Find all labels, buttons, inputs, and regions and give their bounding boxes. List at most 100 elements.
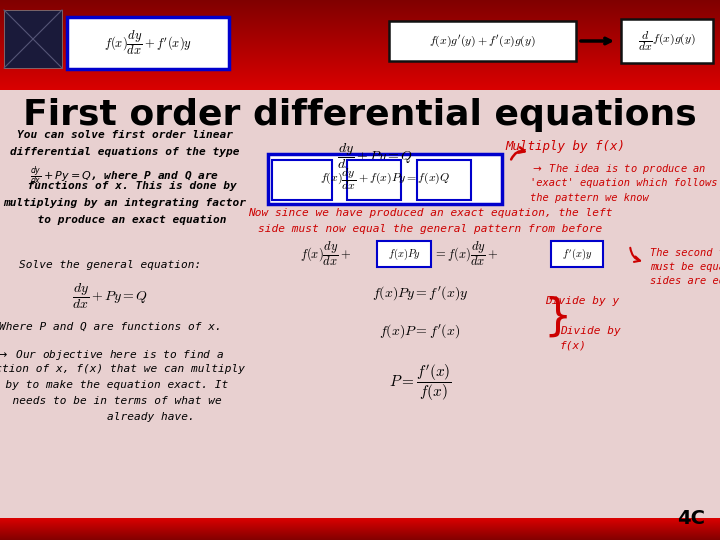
Bar [0,1,720,2]
FancyBboxPatch shape [417,160,471,200]
Bar [0,51,720,52]
Text: Divide by: Divide by [560,326,621,336]
Bar [0,57,720,58]
Bar [0,522,720,523]
Bar [0,39,720,40]
Bar [0,47,720,48]
Bar [0,26,720,27]
Bar [0,42,720,43]
Bar [0,61,720,62]
Bar [0,523,720,524]
Bar [0,63,720,64]
Bar [0,15,720,16]
Bar [0,7,720,8]
Bar [0,6,720,7]
Bar [0,3,720,4]
FancyBboxPatch shape [389,21,576,61]
Bar [0,75,720,76]
Bar [0,45,720,46]
Bar [0,33,720,34]
Bar [0,10,720,11]
Bar [0,82,720,83]
Bar [0,84,720,85]
Text: First order differential equations: First order differential equations [23,98,697,132]
Bar [0,18,720,19]
Text: 'exact' equation which follows: 'exact' equation which follows [530,178,718,188]
Text: the pattern we know: the pattern we know [530,193,649,203]
Text: 4C: 4C [677,509,705,528]
Bar [0,43,720,44]
Bar [0,21,720,22]
Text: functions of x. This is done by: functions of x. This is done by [14,181,236,191]
Text: }: } [543,295,572,339]
Bar [0,8,720,9]
Bar [0,71,720,72]
Text: Divide by y: Divide by y [545,296,619,306]
Bar [0,526,720,527]
Bar [0,23,720,24]
Bar [0,65,720,66]
Bar [0,78,720,79]
Bar [0,27,720,28]
Bar [0,68,720,69]
Text: sides are equal: sides are equal [650,276,720,286]
Bar [0,13,720,14]
Bar [0,86,720,87]
Bar [0,534,720,535]
Bar [0,533,720,534]
Text: $P = \dfrac{f'(x)}{f(x)}$: $P = \dfrac{f'(x)}{f(x)}$ [389,362,451,403]
Text: $\rightarrow$ Our objective here is to find a: $\rightarrow$ Our objective here is to f… [0,348,225,362]
Bar [0,74,720,75]
Bar [0,87,720,88]
Text: $f(x)\dfrac{dy}{dx}+$: $f(x)\dfrac{dy}{dx}+$ [300,240,351,268]
Bar [0,532,720,533]
Text: $= f(x)\dfrac{dy}{dx}+$: $= f(x)\dfrac{dy}{dx}+$ [433,240,498,268]
Bar [0,525,720,526]
Text: $f(x)Py = f'(x)y$: $f(x)Py = f'(x)y$ [372,284,468,302]
Bar [0,73,720,74]
Bar [0,518,720,519]
Text: Multiply by f(x): Multiply by f(x) [505,140,625,153]
Bar [0,528,720,529]
Bar [4,10,62,68]
Bar [0,53,720,54]
Bar [0,36,720,37]
Bar [0,529,720,530]
Bar [0,64,720,65]
Text: function of x, f(x) that we can multiply: function of x, f(x) that we can multiply [0,364,245,374]
Bar [0,2,720,3]
Text: differential equations of the type: differential equations of the type [10,147,240,157]
Bar [0,11,720,12]
Bar [0,14,720,15]
FancyBboxPatch shape [347,160,401,200]
Bar [0,90,720,518]
Bar [0,519,720,520]
Text: $f(x)\dfrac{dy}{dx}+f'(x)y$: $f(x)\dfrac{dy}{dx}+f'(x)y$ [104,29,192,57]
Bar [0,537,720,538]
Bar [0,535,720,536]
Bar [0,70,720,71]
Bar [0,79,720,80]
Text: The second terms: The second terms [650,248,720,258]
Bar [0,50,720,51]
Bar [0,22,720,23]
Bar [0,56,720,57]
Text: $\dfrac{d}{dx}f(x)g(y)$: $\dfrac{d}{dx}f(x)g(y)$ [638,29,696,53]
Bar [0,539,720,540]
Bar [0,35,720,36]
Text: $\dfrac{dy}{dx}+Py=Q$: $\dfrac{dy}{dx}+Py=Q$ [337,142,413,171]
Bar [0,77,720,78]
Text: to produce an exact equation: to produce an exact equation [24,215,226,225]
Text: side must now equal the general pattern from before: side must now equal the general pattern … [258,224,602,234]
Bar [0,4,720,5]
Bar [0,89,720,90]
Text: Now since we have produced an exact equation, the left: Now since we have produced an exact equa… [248,208,612,218]
Text: needs to be in terms of what we: needs to be in terms of what we [0,396,221,406]
Bar [0,37,720,38]
Bar [0,29,720,30]
Bar [0,41,720,42]
Bar [0,17,720,18]
Bar [0,46,720,47]
Bar [0,531,720,532]
Bar [0,524,720,525]
